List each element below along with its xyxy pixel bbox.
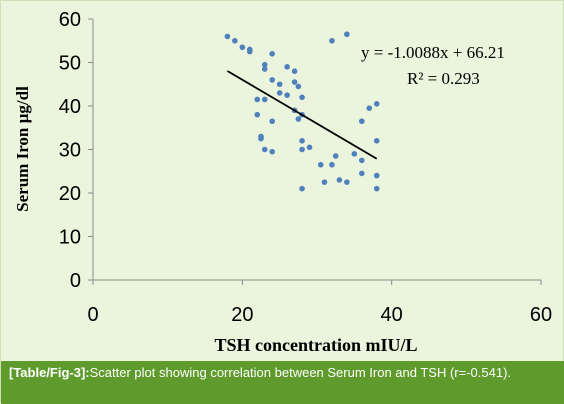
data-point: [269, 51, 276, 57]
data-point: [373, 138, 380, 144]
scatter-chart: 0 10 20 30 40 50 60 0 20 40 60 y = -1.0088x + 66.2…: [13, 9, 552, 355]
data-point: [373, 101, 380, 107]
data-points: [224, 31, 380, 192]
data-point: [321, 179, 328, 185]
x-axis-title: TSH concentration mIU/L: [214, 335, 417, 355]
data-point: [329, 161, 335, 168]
data-point: [291, 68, 298, 74]
chart-panel: 0 10 20 30 40 50 60 0 20 40 60 y = -1.0088x + 66.2…: [1, 1, 563, 361]
r-squared-label: R² = 0.293: [407, 69, 480, 88]
x-tick-label: 60: [530, 304, 552, 326]
data-point: [261, 96, 268, 103]
y-axis-title: Serum Iron µg/dl: [13, 86, 32, 212]
data-point: [317, 161, 324, 168]
data-point: [344, 179, 350, 185]
figure-caption: [Table/Fig-3]:Scatter plot showing corre…: [1, 361, 564, 404]
y-tick-label: 60: [59, 9, 81, 31]
y-tick-label: 50: [59, 53, 81, 75]
x-tick-label: 0: [87, 304, 98, 326]
data-point: [284, 64, 290, 70]
data-point: [261, 66, 268, 72]
x-tick-label: 40: [381, 304, 403, 326]
y-tick-label: 30: [59, 140, 81, 162]
data-point: [295, 116, 302, 122]
data-point: [295, 83, 302, 90]
data-point: [269, 77, 276, 83]
y-tick-label: 40: [59, 96, 81, 118]
data-point: [232, 37, 238, 44]
data-point: [258, 135, 264, 142]
data-point: [291, 79, 298, 85]
data-point: [224, 33, 231, 40]
data-point: [373, 185, 380, 192]
data-point: [359, 157, 365, 164]
data-point: [373, 172, 380, 179]
data-point: [336, 177, 343, 183]
data-point: [359, 170, 365, 177]
caption-text: Scatter plot showing correlation between…: [89, 365, 512, 380]
data-point: [254, 111, 261, 118]
data-point: [261, 146, 268, 153]
data-point: [351, 151, 358, 157]
data-point: [276, 90, 283, 96]
data-point: [299, 138, 305, 144]
data-point: [254, 96, 261, 103]
data-point: [247, 48, 253, 55]
data-point: [366, 105, 373, 111]
trendline-equation: y = -1.0088x + 66.21: [361, 43, 505, 62]
y-tick-label: 20: [59, 183, 81, 205]
data-point: [306, 144, 313, 151]
data-point: [329, 37, 335, 44]
data-point: [299, 185, 305, 192]
data-point: [284, 92, 290, 98]
trendline: [226, 70, 378, 160]
data-point: [359, 118, 365, 125]
data-point: [332, 153, 339, 159]
data-point: [299, 94, 305, 101]
caption-tag: [Table/Fig-3]:: [9, 365, 90, 380]
data-point: [239, 44, 246, 51]
x-tick-label: 20: [231, 304, 253, 326]
data-point: [269, 118, 276, 125]
y-tick-label: 10: [59, 227, 81, 249]
data-point: [299, 146, 305, 153]
trendline-group: [226, 70, 378, 160]
data-point: [269, 148, 276, 155]
data-point: [276, 81, 283, 88]
data-point: [344, 31, 350, 38]
data-point: [261, 61, 268, 68]
y-tick-label: 0: [70, 270, 81, 292]
axes: 0 10 20 30 40 50 60 0 20 40 60: [59, 9, 552, 326]
